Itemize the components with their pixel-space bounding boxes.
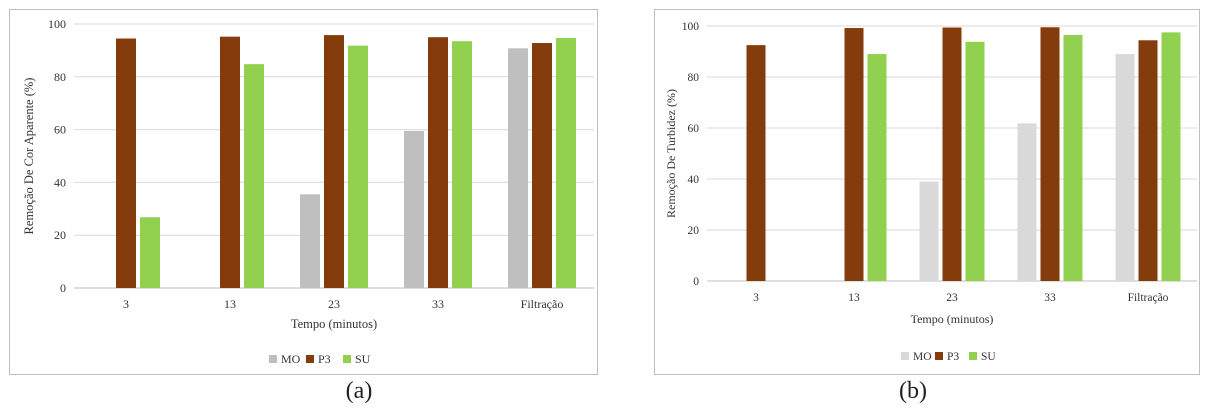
chart-b-legend-label-su: SU	[981, 351, 996, 363]
chart-a-xtick-label: 3	[123, 297, 129, 311]
chart-b-xtick-label: 13	[848, 292, 860, 304]
panel-a-caption: (a)	[345, 378, 373, 404]
chart-b-x-axis-title: Tempo (minutos)	[911, 312, 994, 326]
chart-a-ytick-label: 60	[54, 123, 66, 137]
chart-b-frame: 0 20 40 60 80 100 3 13 23 33 Filtração Tempo (minut…	[654, 9, 1200, 375]
chart-b: 0 20 40 60 80 100 3 13 23 33 Filtração Tempo (minut…	[664, 21, 1197, 363]
chart-a-xtick-label: 13	[224, 297, 236, 311]
chart-a-legend-label-mo: MO	[281, 352, 301, 366]
chart-a-bar-mo	[508, 48, 528, 289]
chart-a-ytick-label: 20	[54, 228, 66, 242]
chart-a-bar-p3	[428, 37, 448, 289]
chart-b-ytick-label: 80	[688, 72, 700, 84]
chart-a-ytick-label: 80	[54, 70, 66, 84]
chart-a-frame: 0 20 40 60 80 100 3 13 23 33 Filtração Tempo (minut…	[9, 9, 598, 375]
chart-a-x-axis-title: Tempo (minutos)	[291, 317, 377, 331]
chart-a-bar-mo	[404, 130, 424, 288]
chart-b-bar-mo	[1017, 123, 1037, 281]
chart-b-ytick-label: 40	[688, 174, 700, 186]
chart-a-xtick-label: 23	[328, 297, 340, 311]
chart-b-xtick-label: 33	[1044, 292, 1056, 304]
chart-b-ytick-label: 100	[682, 21, 700, 33]
chart-b-legend-item-p3: P3	[935, 351, 959, 363]
chart-a-legend: MO P3 SU	[269, 352, 371, 366]
chart-b-legend: MO P3 SU	[901, 351, 996, 363]
chart-b-legend-swatch-su	[969, 352, 977, 360]
chart-a-ytick-label: 0	[60, 281, 66, 295]
chart-a-bar-su	[452, 41, 472, 288]
chart-a-bar-su	[556, 37, 576, 288]
chart-a-legend-label-su: SU	[355, 352, 371, 366]
chart-b-legend-label-p3: P3	[947, 351, 959, 363]
chart-b-legend-item-mo: MO	[901, 351, 932, 363]
chart-b-bar-p3	[942, 27, 962, 282]
chart-b-bar-p3	[844, 28, 864, 282]
chart-b-bar-p3	[746, 45, 766, 281]
chart-b-bar-mo	[919, 181, 939, 281]
chart-b-bar-su	[867, 54, 887, 281]
chart-a-ytick-label: 100	[48, 17, 66, 31]
chart-b-legend-swatch-mo	[901, 352, 909, 360]
chart-b-legend-item-su: SU	[969, 351, 996, 363]
chart-b-bar-su	[965, 41, 985, 281]
chart-b-legend-label-mo: MO	[913, 351, 932, 363]
chart-a: 0 20 40 60 80 100 3 13 23 33 Filtração Tempo (minut…	[22, 17, 594, 366]
chart-a-legend-item-mo: MO	[269, 352, 301, 366]
chart-b-ytick-label: 0	[693, 276, 699, 288]
panel-b-caption: (b)	[899, 378, 927, 404]
chart-b-bar-su	[1161, 32, 1181, 281]
chart-a-bar-p3	[324, 35, 344, 288]
chart-a-bar-p3	[532, 43, 552, 289]
chart-b-bar-mo	[1115, 54, 1135, 281]
chart-b-xtick-label: Filtração	[1128, 292, 1169, 304]
chart-a-legend-swatch-mo	[269, 355, 277, 363]
chart-a-bar-su	[348, 45, 368, 289]
chart-a-legend-item-su: SU	[343, 352, 371, 366]
chart-a-xtick-label: 33	[432, 297, 444, 311]
chart-b-bar-p3	[1138, 40, 1158, 281]
chart-b-ytick-label: 60	[688, 123, 700, 135]
chart-b-legend-swatch-p3	[935, 352, 943, 360]
chart-b-xtick-label: 23	[946, 292, 958, 304]
chart-a-xtick-label: Filtração	[521, 297, 564, 311]
chart-a-bar-su	[244, 64, 264, 289]
chart-a-legend-swatch-p3	[306, 355, 314, 363]
chart-b-bar-p3	[1040, 27, 1060, 282]
chart-b-xtick-label: 3	[753, 292, 759, 304]
chart-b-ytick-label: 20	[688, 225, 700, 237]
chart-a-bar-su	[140, 217, 160, 288]
chart-a-bar-p3	[220, 36, 240, 288]
chart-a-ytick-label: 40	[54, 175, 66, 189]
chart-a-legend-item-p3: P3	[306, 352, 331, 366]
chart-a-y-axis-title: Remoção De Cor Aparente (%)	[22, 78, 36, 235]
chart-b-bar-su	[1063, 34, 1083, 281]
chart-a-bar-p3	[116, 38, 136, 288]
chart-a-legend-swatch-su	[343, 355, 351, 363]
chart-a-bar-mo	[300, 194, 320, 288]
chart-b-y-axis-title: Remoção De Turbidez (%)	[664, 89, 678, 218]
chart-a-legend-label-p3: P3	[318, 352, 331, 366]
